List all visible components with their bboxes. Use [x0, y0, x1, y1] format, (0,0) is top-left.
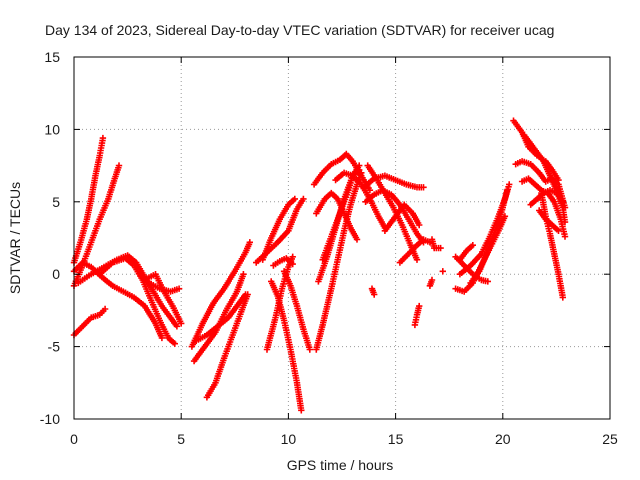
series-arc-44: [527, 187, 566, 208]
data-point: [240, 271, 247, 278]
data-marks: [70, 117, 569, 414]
series-arc-14: [253, 195, 307, 266]
data-point: [428, 276, 436, 284]
series-arc-18: [270, 255, 296, 269]
data-point: [171, 340, 178, 347]
y-tick-label: -10: [40, 411, 60, 427]
series-arc-21: [319, 166, 363, 263]
data-point: [242, 291, 249, 298]
data-point: [559, 198, 566, 205]
series-arc-42: [512, 158, 569, 211]
x-tick-label: 25: [602, 431, 618, 447]
data-point: [484, 278, 491, 285]
series-arc-22: [310, 150, 374, 194]
chart-title: Day 134 of 2023, Sidereal Day-to-day VTE…: [45, 22, 554, 38]
series-arc-39: [456, 242, 476, 263]
y-tick-label: -5: [48, 339, 61, 355]
data-point: [413, 256, 421, 263]
data-point: [561, 233, 569, 240]
data-point: [555, 227, 562, 234]
data-point: [559, 294, 566, 301]
data-point: [503, 187, 511, 194]
y-tick-label: 15: [44, 49, 60, 65]
x-tick-label: 5: [177, 431, 185, 447]
data-point: [439, 268, 446, 275]
data-point: [561, 204, 569, 211]
x-tick-label: 10: [281, 431, 297, 447]
data-point: [178, 320, 185, 327]
data-point: [99, 134, 107, 142]
y-tick-label: 0: [52, 266, 60, 282]
data-point: [353, 236, 361, 243]
series-arc-24: [332, 169, 389, 232]
data-point: [371, 291, 378, 298]
series-arc-01: [70, 134, 107, 266]
x-tick-label: 0: [70, 431, 78, 447]
data-point: [158, 334, 166, 342]
plot-frame: [73, 56, 611, 420]
y-tick-label: 5: [52, 194, 60, 210]
series-arc-38: [467, 187, 511, 287]
series-arc-30: [368, 285, 378, 298]
data-point: [289, 253, 296, 260]
series-arc-29: [396, 236, 434, 266]
data-point: [173, 323, 181, 330]
series-arc-08: [143, 271, 185, 327]
series-arc-17: [280, 268, 313, 353]
series-arc-12: [193, 291, 249, 344]
series-arc-15: [259, 195, 298, 263]
axis-ticks: [73, 56, 611, 420]
x-tick-label: 15: [388, 431, 404, 447]
series-arc-33: [428, 236, 444, 252]
data-point: [437, 244, 444, 252]
data-point: [291, 195, 298, 203]
data-point: [469, 242, 476, 249]
data-point: [420, 184, 427, 191]
data-point: [115, 162, 123, 169]
series-arc-28: [381, 201, 423, 234]
series-arc-10: [190, 271, 247, 365]
data-point: [101, 305, 109, 313]
y-tick-label: 10: [44, 121, 60, 137]
data-point: [416, 302, 423, 310]
y-axis-label: SDTVAR / TECUs: [7, 182, 23, 294]
data-point: [416, 221, 423, 229]
series-arc-31: [411, 302, 423, 329]
series-arc-34: [439, 268, 446, 275]
series-arc-06: [96, 255, 178, 347]
data-point: [246, 239, 253, 246]
data-point: [306, 346, 313, 353]
series-arc-23: [313, 189, 361, 243]
data-point: [298, 407, 305, 414]
series-arc-43: [518, 175, 569, 240]
data-point: [175, 285, 183, 292]
x-tick-labels: 0 5 10 15 20 25: [70, 431, 618, 447]
x-tick-label: 20: [495, 431, 511, 447]
series-arc-09: [188, 239, 253, 350]
data-point: [289, 260, 296, 268]
data-point: [300, 195, 307, 203]
series-arc-16: [268, 278, 305, 414]
y-tick-labels: -10 -5 0 5 10 15: [40, 49, 60, 427]
series-arc-32: [426, 276, 436, 289]
series-arc-46: [536, 207, 562, 234]
x-axis-label: GPS time / hours: [287, 457, 394, 473]
data-point: [506, 181, 513, 188]
series-arc-03: [70, 305, 109, 339]
series-arc-25: [360, 172, 427, 191]
